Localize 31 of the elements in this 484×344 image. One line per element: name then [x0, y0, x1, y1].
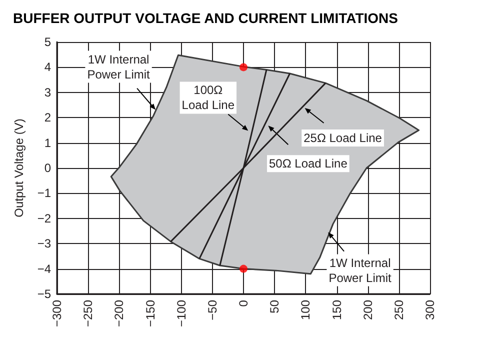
- annotation: 100Ω Load Line: [182, 83, 235, 112]
- y-tick-label: 1: [44, 136, 52, 150]
- y-tick-label: −3: [37, 236, 52, 251]
- x-tick-label: −250: [81, 300, 96, 328]
- chart-title: BUFFER OUTPUT VOLTAGE AND CURRENT LIMITATIONS: [13, 10, 398, 26]
- y-tick-label: 4: [44, 60, 52, 74]
- y-tick-label: 2: [44, 110, 52, 125]
- y-tick-label: 5: [44, 35, 52, 49]
- x-tick-label: −200: [112, 300, 126, 328]
- x-tick-label: 200: [360, 300, 375, 320]
- annotation: 25Ω Load Line: [304, 131, 382, 146]
- annotation: 50Ω Load Line: [268, 156, 348, 171]
- x-tick-label: −50: [205, 300, 220, 320]
- y-tick-label: 0: [44, 161, 52, 175]
- y-tick-label: −2: [37, 211, 52, 226]
- x-tick-label: −300: [50, 300, 64, 328]
- y-tick-label: 3: [44, 85, 52, 100]
- x-tick-label: −100: [174, 300, 188, 328]
- x-tick-label: 250: [392, 300, 406, 320]
- annotation: 1W Internal Power Limit: [87, 52, 151, 82]
- x-tick-label: 150: [330, 300, 344, 320]
- x-tick-label: 100: [298, 300, 313, 320]
- x-tick-label: −150: [143, 300, 158, 328]
- x-tick-label: 0: [236, 300, 250, 307]
- y-tick-label: −1: [37, 186, 52, 200]
- y-tick-label: −4: [37, 262, 52, 276]
- x-tick-label: 50: [268, 300, 282, 314]
- y-tick-label: −5: [37, 287, 52, 301]
- x-tick-label: 300: [423, 300, 437, 320]
- y-axis-title: Output Voltage (V): [12, 118, 26, 218]
- annotation: 1W Internal Power Limit: [328, 256, 392, 285]
